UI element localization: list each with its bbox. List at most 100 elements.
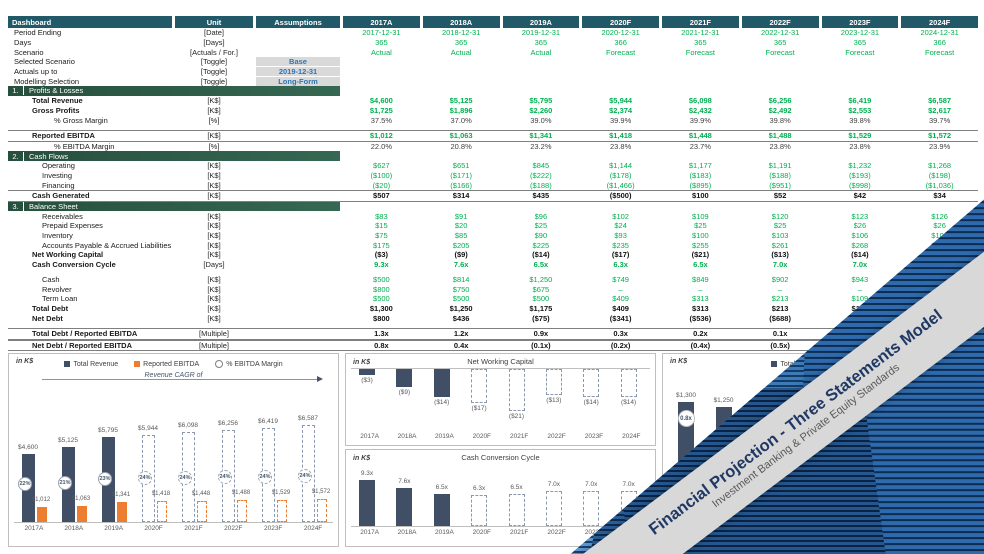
value-cell: $15 — [375, 221, 388, 231]
value-cell: ($3) — [374, 250, 389, 260]
value-cell: 0.8x — [374, 340, 389, 350]
row-label: Cash Conversion Cycle — [32, 260, 116, 270]
value-cell: ($193) — [849, 170, 871, 180]
row-label: Actuals up to — [14, 67, 58, 77]
value-cell: $845 — [532, 161, 550, 171]
value-cell: $943 — [851, 274, 869, 284]
ccc-bar — [396, 488, 413, 526]
row-unit: [K$] — [207, 211, 221, 221]
bar-group: 7.0x — [538, 464, 575, 526]
value-cell: $2,617 — [928, 105, 952, 115]
cagr-arrow-line — [42, 379, 317, 380]
value-cell: $800 — [373, 313, 390, 323]
row-label: Prepaid Expenses — [42, 221, 103, 231]
row-unit: [Days] — [203, 260, 225, 270]
table-row: Revolver [K$] $800 $750 $675 – – – – – — [8, 284, 978, 294]
nwc-value-label: ($3) — [361, 377, 373, 384]
value-cell: $123 — [851, 211, 869, 221]
value-cell: 9.3x — [374, 260, 389, 270]
value-cell: $175 — [373, 240, 390, 250]
revenue-value-label: $6,419 — [258, 418, 278, 425]
value-cell: ($688) — [769, 313, 791, 323]
ccc-x-axis: 2017A 2018A 2019A 2020F 2021F 2022F 2023F 2024F — [351, 527, 650, 538]
value-cell: ($178) — [609, 170, 632, 180]
value-cell: 7.6x — [453, 260, 469, 270]
total-debt-bar — [790, 485, 807, 523]
bar-group: ($21) — [501, 369, 538, 431]
value-cell: $1,268 — [928, 161, 952, 171]
revenue-plot-area: $4,600 $1,012 22% $5,125 $1,063 21% $5,795 $1,3… — [14, 386, 333, 523]
nwc-value-label: ($21) — [508, 413, 525, 420]
bar-group: $6,419 $1,529 24% — [254, 386, 294, 522]
value-cell: ($100) — [370, 170, 393, 180]
value-cell: $1,232 — [848, 161, 872, 171]
nwc-bar — [433, 369, 450, 397]
row-label: Net Debt / Reported EBITDA — [32, 340, 133, 350]
actuals-up-to-toggle[interactable]: 2019-12-31 — [256, 67, 340, 77]
value-cell: $675 — [532, 284, 550, 294]
in-ks-label: in K$ — [16, 358, 34, 365]
modelling-selection-toggle[interactable]: Long-Form — [256, 76, 340, 86]
x-axis-label: 2021F — [509, 529, 529, 536]
circle-marker-icon — [215, 360, 224, 368]
ccc-bar — [471, 495, 488, 526]
value-cell: $1,572 — [928, 131, 952, 141]
table-row: Total Revenue [K$] $4,600 $5,125 $5,795 $5,94… — [8, 96, 978, 106]
value-cell: $2,260 — [529, 105, 553, 115]
row-unit: [K$] — [207, 284, 221, 294]
in-ks-label: in K$ — [353, 359, 371, 366]
value-cell: $2,492 — [768, 105, 792, 115]
ccc-plot-area: 9.3x 7.6x 6.5x 6.3x 6.5x 7.0x 7.0x 7.0x — [351, 464, 650, 527]
row-label: Term Loan — [42, 294, 78, 304]
value-cell: 23.2% — [530, 141, 552, 151]
x-axis-label: 2020F — [472, 529, 492, 536]
ebitda-value-label: $1,488 — [231, 490, 251, 496]
value-cell: $814 — [452, 274, 470, 284]
bar-group: ($17) — [463, 369, 500, 431]
net-working-capital-chart: in K$ Net Working Capital ($3) ($9) ($14)(… — [345, 353, 656, 446]
value-cell: $96 — [534, 211, 548, 221]
debt-plot-area: $1,300 0.8x $1,250 0.4x $1,175 — [668, 371, 970, 524]
selected-scenario-toggle[interactable]: Base — [256, 57, 340, 67]
row-label: Financing — [42, 180, 75, 190]
value-cell: 1.2x — [453, 329, 469, 339]
value-cell: $500 — [373, 294, 390, 304]
ebitda-bar — [277, 500, 287, 522]
value-cell: $213 — [771, 303, 789, 313]
table-header-year: 2019A — [502, 16, 580, 28]
table-header-year: 2017A — [343, 16, 420, 28]
bar-group: $5,944 $1,418 24% — [134, 386, 174, 522]
ccc-value-label: 7.0x — [622, 481, 635, 488]
x-axis-label: 2019A — [752, 526, 772, 533]
value-cell: 2017-12-31 — [362, 28, 401, 38]
value-cell: ($188) — [530, 180, 552, 190]
row-assumption: Long-Form — [256, 76, 340, 86]
circle-marker-icon — [827, 360, 836, 368]
value-cell: $1,341 — [529, 131, 553, 141]
value-cell: Forecast — [685, 47, 715, 57]
table-row: Total Debt / Reported EBITDA [Multiple] 1.… — [8, 327, 978, 340]
value-cell: (0.1x) — [531, 340, 551, 350]
value-cell: ($895) — [689, 180, 712, 190]
revenue-cagr-annotation: Revenue CAGR of — [14, 371, 333, 386]
value-cell: – — [857, 284, 862, 294]
bar-group: ($14) — [613, 369, 650, 431]
nwc-value-label: ($9) — [398, 389, 411, 396]
nwc-bar — [359, 369, 375, 375]
value-cell: $1,250 — [529, 274, 553, 284]
value-cell: $109 — [692, 211, 709, 221]
row-unit: [K$] — [207, 180, 221, 190]
revenue-value-label: $5,795 — [98, 427, 118, 434]
section-title: Profits & Losses — [29, 86, 84, 96]
row-unit: [K$] — [207, 131, 221, 141]
value-cell: $235 — [612, 240, 629, 250]
ebitda-bar — [317, 499, 327, 522]
section-title: Cash Flows — [29, 151, 69, 161]
value-cell: 365 — [375, 38, 388, 48]
bar-group: 6.5x — [426, 464, 463, 526]
table-header-year: 2024F — [901, 16, 978, 28]
value-cell: ($1,466) — [606, 180, 635, 190]
x-axis-label: 2023F — [263, 525, 283, 532]
ebitda-value-label: $1,572 — [311, 489, 331, 495]
value-cell: Forecast — [765, 47, 795, 57]
